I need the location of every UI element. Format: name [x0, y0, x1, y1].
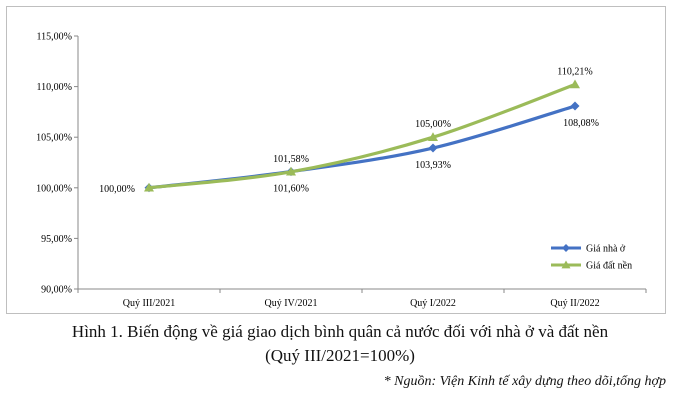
y-tick-label: 110,00%	[37, 82, 72, 93]
line-chart: 90,00% 95,00% 100,00% 105,00% 110,00% 115,00%…	[6, 6, 666, 314]
figure-caption-subtitle: (Quý III/2021=100%)	[265, 346, 415, 365]
series-line-2	[147, 82, 577, 190]
y-tick-label: 95,00%	[41, 234, 72, 245]
x-tick-label: Quý I/2022	[410, 298, 456, 309]
data-label: 101,58%	[273, 154, 309, 165]
data-point	[570, 79, 580, 89]
y-tick-label: 115,00%	[37, 32, 72, 43]
data-label: 108,08%	[563, 118, 599, 129]
data-label: 103,93%	[415, 160, 451, 171]
legend-marker	[562, 244, 570, 252]
legend-label: Giá nhà ở	[586, 244, 626, 255]
data-label: 110,21%	[557, 66, 592, 77]
figure-caption: Hình 1. Biến động về giá giao dịch bình …	[71, 322, 609, 341]
y-tick-label: 100,00%	[36, 183, 72, 194]
y-tick-label: 105,00%	[36, 133, 72, 144]
source-note: * Nguồn: Viện Kinh tế xây dựng theo dõi,…	[383, 374, 666, 389]
legend-marker	[561, 260, 571, 269]
x-tick-label: Quý II/2022	[550, 298, 599, 309]
data-point	[144, 182, 154, 192]
chart-border	[6, 6, 666, 314]
data-point	[428, 132, 438, 141]
y-tick-label: 90,00%	[41, 285, 72, 296]
data-point	[286, 166, 296, 176]
data-label: 105,00%	[415, 119, 451, 130]
x-tick-label: Quý IV/2021	[264, 298, 317, 309]
data-point	[428, 143, 438, 153]
x-tick-label: Quý III/2021	[123, 298, 176, 309]
legend-label: Giá đất nền	[586, 261, 632, 272]
data-label: 100,00%	[99, 184, 135, 195]
chart-frame: 90,00% 95,00% 100,00% 105,00% 110,00% 115,00%…	[6, 6, 666, 314]
data-label: 101,60%	[273, 184, 309, 195]
data-point	[570, 101, 580, 111]
